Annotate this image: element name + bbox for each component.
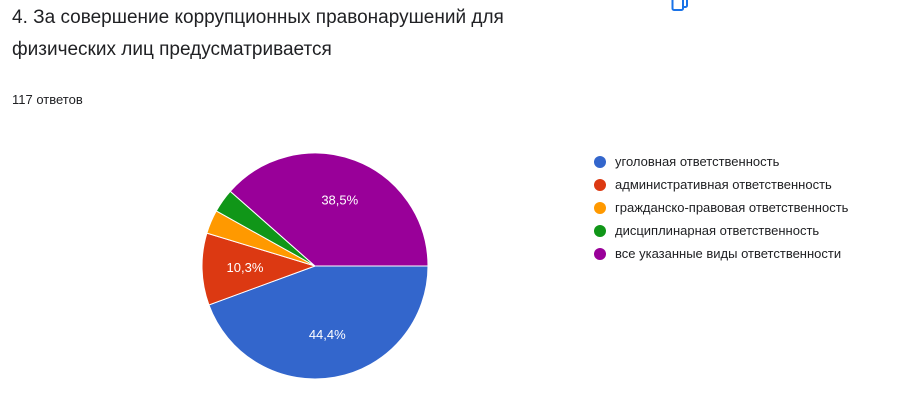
legend-label: дисциплинарная ответственность — [615, 223, 820, 238]
copy-chart-button[interactable] — [670, 0, 690, 14]
legend-swatch — [594, 224, 606, 237]
chart-legend: уголовная ответственность административна… — [594, 150, 848, 265]
legend-item-administrative: административная ответственность — [594, 173, 848, 196]
legend-swatch — [594, 201, 606, 214]
legend-label: административная ответственность — [615, 177, 832, 192]
pie-chart: 44,4% 10,3% 38,5% — [201, 152, 429, 380]
slice-label-criminal: 44,4% — [309, 327, 346, 342]
legend-item-all-types: все указанные виды ответственности — [594, 242, 848, 265]
pie-slice-administrative — [201, 232, 317, 306]
legend-label: все указанные виды ответственности — [615, 246, 842, 261]
legend-label: гражданско-правовая ответственность — [615, 200, 849, 215]
copy-icon — [671, 0, 688, 11]
legend-swatch — [594, 155, 606, 168]
response-count: 117 ответов — [12, 92, 83, 107]
slice-label-administrative: 10,3% — [227, 260, 264, 275]
pie-slice-criminal — [208, 265, 429, 380]
legend-item-criminal: уголовная ответственность — [594, 150, 848, 173]
question-title: 4. За совершение коррупционных правонару… — [12, 7, 504, 60]
legend-swatch — [594, 178, 606, 191]
legend-item-civil: гражданско-правовая ответственность — [594, 196, 848, 219]
legend-label: уголовная ответственность — [615, 154, 780, 169]
slice-label-all-types: 38,5% — [321, 192, 358, 207]
legend-item-disciplinary: дисциплинарная ответственность — [594, 219, 848, 242]
pie-slice-all-types — [229, 152, 429, 267]
legend-swatch — [594, 247, 606, 260]
